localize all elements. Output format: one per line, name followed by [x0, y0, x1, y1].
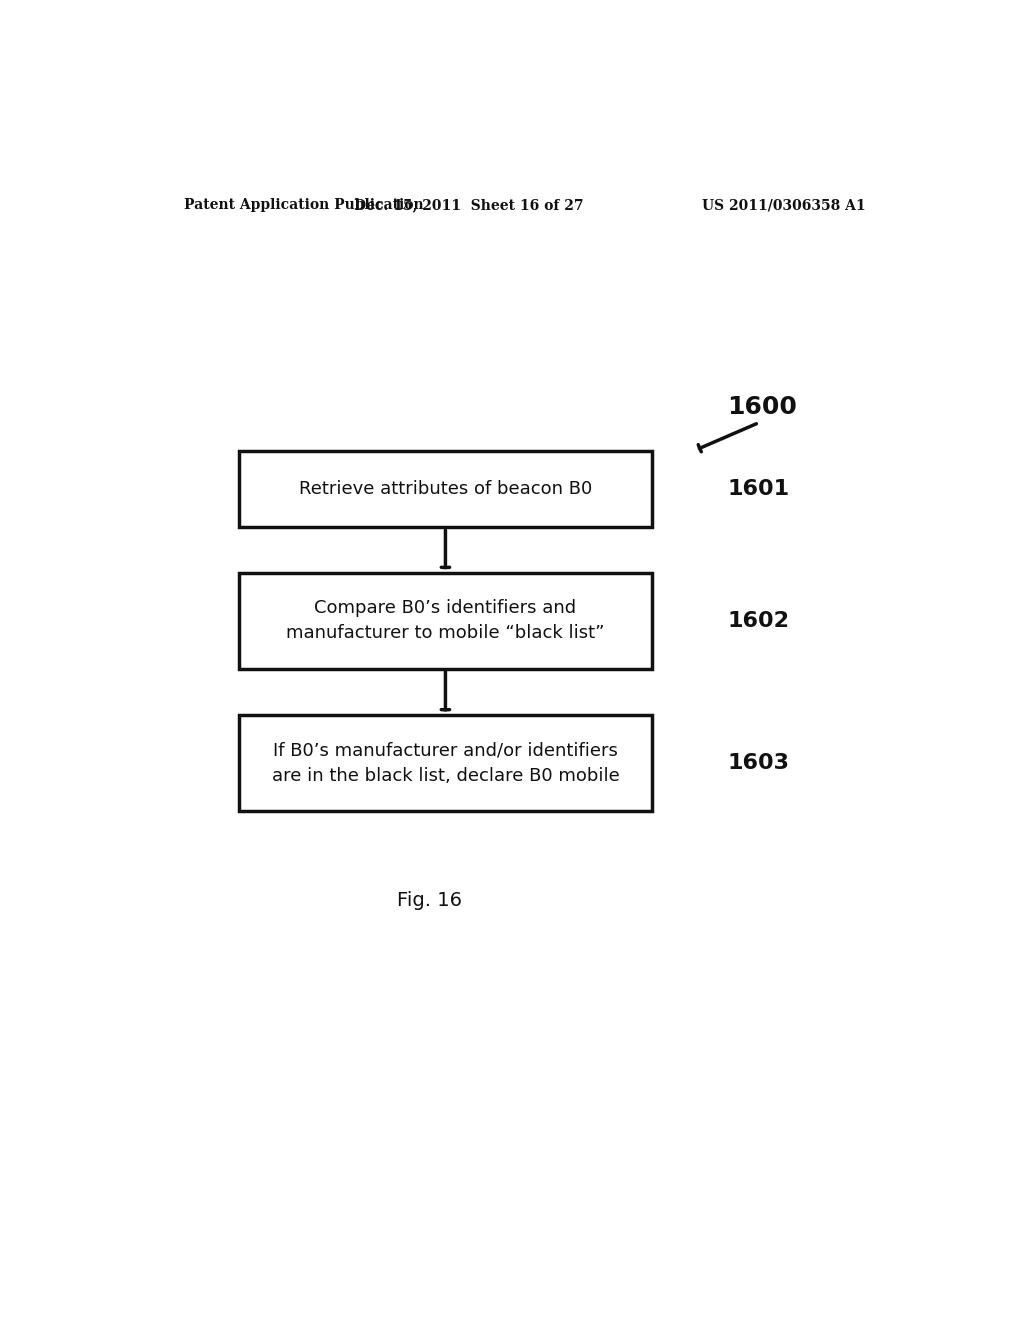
- Text: 1601: 1601: [727, 479, 790, 499]
- Text: Dec. 15, 2011  Sheet 16 of 27: Dec. 15, 2011 Sheet 16 of 27: [354, 198, 584, 213]
- FancyBboxPatch shape: [240, 450, 652, 527]
- FancyBboxPatch shape: [240, 573, 652, 669]
- Text: Patent Application Publication: Patent Application Publication: [183, 198, 423, 213]
- Text: US 2011/0306358 A1: US 2011/0306358 A1: [702, 198, 866, 213]
- Text: 1600: 1600: [727, 396, 797, 420]
- Text: Compare B0’s identifiers and
manufacturer to mobile “black list”: Compare B0’s identifiers and manufacture…: [286, 599, 605, 643]
- Text: 1602: 1602: [727, 611, 790, 631]
- Text: 1603: 1603: [727, 754, 790, 774]
- Text: Fig. 16: Fig. 16: [397, 891, 462, 909]
- Text: Retrieve attributes of beacon B0: Retrieve attributes of beacon B0: [299, 479, 592, 498]
- FancyBboxPatch shape: [240, 715, 652, 812]
- Text: If B0’s manufacturer and/or identifiers
are in the black list, declare B0 mobile: If B0’s manufacturer and/or identifiers …: [271, 742, 620, 784]
